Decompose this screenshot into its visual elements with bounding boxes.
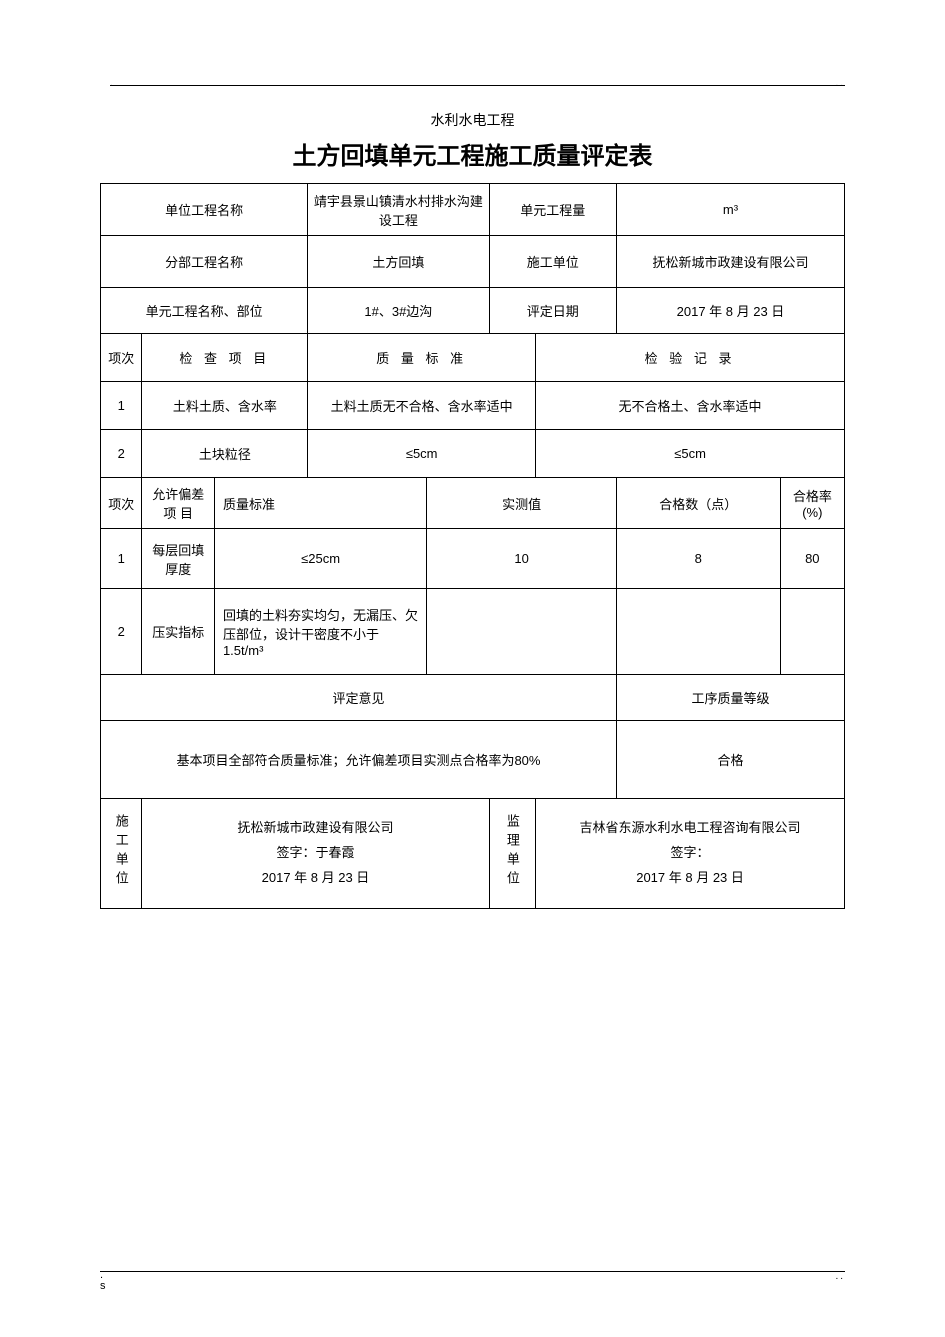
sign-right-block: 吉林省东源水利水电工程咨询有限公司 签字： 2017 年 8 月 23 日 <box>536 799 845 909</box>
dev-row-1-item: 每层回填厚度 <box>142 529 215 589</box>
sign-left-title-text: 施工单位 <box>112 814 131 890</box>
sign-right-company: 吉林省东源水利水电工程咨询有限公司 <box>540 816 840 841</box>
foot-left-bottom: s <box>100 1281 106 1292</box>
dev-header-ok: 合格数（点） <box>616 478 780 529</box>
dev-row-2-item: 压实指标 <box>142 589 215 675</box>
dev-header-rate: 合格率(%) <box>780 478 844 529</box>
check-header-seq: 项次 <box>101 334 142 382</box>
sign-right-title-text: 监理单位 <box>503 814 522 890</box>
label-unit-project-name: 单位工程名称 <box>101 184 308 236</box>
dev-header-val: 实测值 <box>427 478 617 529</box>
foot-right: .. <box>835 1271 845 1282</box>
dev-header-item: 允许偏差 项 目 <box>142 478 215 529</box>
sign-left-block: 抚松新城市政建设有限公司 签字：于春霞 2017 年 8 月 23 日 <box>142 799 489 909</box>
sign-left-company: 抚松新城市政建设有限公司 <box>146 816 484 841</box>
label-contractor: 施工单位 <box>489 236 616 288</box>
dev-header-item-a: 允许偏差 <box>152 487 204 502</box>
label-division-name: 分部工程名称 <box>101 236 308 288</box>
sign-right-date: 2017 年 8 月 23 日 <box>540 866 840 891</box>
top-dot-right: .. <box>835 78 845 89</box>
foot-rule <box>100 1271 845 1272</box>
label-unit-part: 单元工程名称、部位 <box>101 288 308 334</box>
dev-row-2-std: 回填的土料夯实均匀，无漏压、欠压部位，设计干密度不小于 1.5t/m³ <box>214 589 426 675</box>
label-unit-qty: 单元工程量 <box>489 184 616 236</box>
sign-left-date: 2017 年 8 月 23 日 <box>146 866 484 891</box>
sign-right-title: 监理单位 <box>489 799 536 909</box>
check-header-rec: 检 验 记 录 <box>536 334 845 382</box>
eval-header-right: 工序质量等级 <box>616 675 844 721</box>
value-unit-project-name: 靖宇县景山镇清水村排水沟建设工程 <box>308 184 489 236</box>
check-row-1-seq: 1 <box>101 382 142 430</box>
dev-row-2-ok <box>616 589 780 675</box>
eval-text-right: 合格 <box>616 721 844 799</box>
eval-text-left: 基本项目全部符合质量标准；允许偏差项目实测点合格率为80% <box>101 721 617 799</box>
top-dot-left: . <box>110 78 113 89</box>
check-row-2-seq: 2 <box>101 430 142 478</box>
foot-left: . s <box>100 1270 106 1292</box>
check-row-2-item: 土块粒径 <box>142 430 308 478</box>
check-header-item: 检 查 项 目 <box>142 334 308 382</box>
sign-left-sign: 签字：于春霞 <box>146 841 484 866</box>
value-eval-date: 2017 年 8 月 23 日 <box>616 288 844 334</box>
eval-header-left: 评定意见 <box>101 675 617 721</box>
dev-row-1-val: 10 <box>427 529 617 589</box>
dev-row-2-val <box>427 589 617 675</box>
dev-row-1-rate: 80 <box>780 529 844 589</box>
header-small: 水利水电工程 <box>100 110 845 130</box>
sign-right-sign: 签字： <box>540 841 840 866</box>
dev-row-1-ok: 8 <box>616 529 780 589</box>
dev-row-1-seq: 1 <box>101 529 142 589</box>
dev-header-item-b: 项 目 <box>163 506 193 521</box>
dev-header-std: 质量标准 <box>214 478 426 529</box>
evaluation-table: 单位工程名称 靖宇县景山镇清水村排水沟建设工程 单元工程量 m³ 分部工程名称 … <box>100 183 845 909</box>
check-row-1-item: 土料土质、含水率 <box>142 382 308 430</box>
dev-row-2-seq: 2 <box>101 589 142 675</box>
sign-left-title: 施工单位 <box>101 799 142 909</box>
dev-row-2-rate <box>780 589 844 675</box>
top-rule <box>110 85 845 86</box>
header-big: 土方回填单元工程施工质量评定表 <box>100 136 845 171</box>
check-row-1-std: 土料土质无不合格、含水率适中 <box>308 382 536 430</box>
dev-header-seq: 项次 <box>101 478 142 529</box>
value-unit-part: 1#、3#边沟 <box>308 288 489 334</box>
dev-row-1-std: ≤25cm <box>214 529 426 589</box>
check-row-2-rec: ≤5cm <box>536 430 845 478</box>
value-contractor: 抚松新城市政建设有限公司 <box>616 236 844 288</box>
value-division-name: 土方回填 <box>308 236 489 288</box>
check-row-2-std: ≤5cm <box>308 430 536 478</box>
value-unit-qty: m³ <box>616 184 844 236</box>
check-row-1-rec: 无不合格土、含水率适中 <box>536 382 845 430</box>
label-eval-date: 评定日期 <box>489 288 616 334</box>
check-header-std: 质 量 标 准 <box>308 334 536 382</box>
